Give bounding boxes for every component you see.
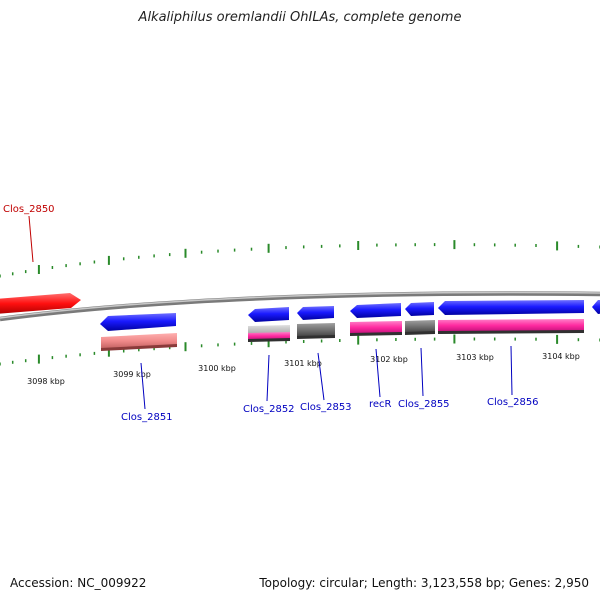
accession-text: Accession: NC_009922	[10, 576, 147, 590]
gene-clos-2855[interactable]	[405, 302, 434, 316]
feature-clos-2853-edge	[297, 335, 335, 339]
gene-recR[interactable]	[350, 303, 401, 318]
gene-clos-2852[interactable]	[248, 307, 289, 322]
scale-label-3102: 3102 kbp	[370, 355, 408, 364]
feature-clos-2853	[297, 323, 335, 337]
gene-label-recR[interactable]: recR	[369, 399, 392, 410]
map-title: Alkaliphilus oremlandii OhILAs, complete…	[138, 10, 462, 25]
gene-label-clos-2853[interactable]: Clos_2853	[300, 402, 352, 413]
scale-label-3099: 3099 kbp	[113, 370, 151, 379]
leader-clos-2850	[28, 215, 34, 263]
gene-label-clos-2851[interactable]: Clos_2851	[121, 412, 173, 423]
leader-clos-2853	[317, 352, 325, 401]
feature-clos-2852-edge	[248, 338, 290, 342]
scale-label-3098: 3098 kbp	[27, 377, 65, 386]
leader-recR	[375, 348, 381, 398]
gene-clos-2850[interactable]	[0, 293, 81, 314]
gene-clos-2856[interactable]	[438, 300, 584, 315]
scale-label-3101: 3101 kbp	[284, 359, 322, 368]
genome-backbone	[0, 291, 600, 322]
gene-clos-2851[interactable]	[100, 313, 176, 331]
gene-clos-2853[interactable]	[297, 306, 334, 320]
gene-label-clos-2856[interactable]: Clos_2856	[487, 397, 539, 408]
feature-clos-2852-light	[248, 325, 290, 334]
leader-clos-2856	[510, 345, 513, 396]
feature-clos-2851-edge	[101, 344, 177, 351]
gene-label-clos-2852[interactable]: Clos_2852	[243, 404, 295, 415]
gene-label-clos-2855[interactable]: Clos_2855	[398, 399, 450, 410]
leader-clos-2851	[140, 362, 146, 410]
scale-label-3100: 3100 kbp	[198, 364, 236, 373]
feature-recR	[350, 321, 402, 334]
feature-clos-2855-edge	[405, 331, 435, 335]
leader-clos-2852	[266, 354, 270, 402]
feature-recR-edge	[350, 332, 402, 336]
genome-summary-text: Topology: circular; Length: 3,123,558 bp…	[259, 576, 589, 590]
upper-tick-row	[0, 240, 600, 278]
genome-backbone-highlight	[0, 291, 600, 319]
scale-label-3103: 3103 kbp	[456, 353, 494, 362]
feature-clos-2855	[405, 320, 435, 333]
gene-label-clos-2850[interactable]: Clos_2850	[3, 204, 55, 215]
feature-clos-2856-edge	[438, 330, 584, 334]
scale-label-3104: 3104 kbp	[542, 352, 580, 361]
leader-clos-2855	[420, 347, 424, 397]
gene-next[interactable]	[592, 300, 600, 314]
feature-clos-2852	[248, 332, 290, 340]
feature-clos-2856	[438, 319, 584, 332]
